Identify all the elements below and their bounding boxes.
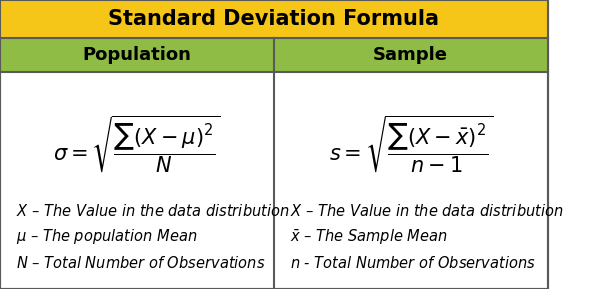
Text: $X$ – The Value in the data distribution: $X$ – The Value in the data distribution bbox=[16, 203, 290, 219]
FancyBboxPatch shape bbox=[0, 0, 548, 289]
Text: $\bar{x}$ – The Sample Mean: $\bar{x}$ – The Sample Mean bbox=[290, 227, 448, 247]
Text: Sample: Sample bbox=[373, 46, 448, 64]
Text: $N$ – Total Number of Observations: $N$ – Total Number of Observations bbox=[16, 255, 266, 271]
FancyBboxPatch shape bbox=[0, 38, 548, 72]
Text: $s = \sqrt{\dfrac{\sum(X-\bar{x})^2}{n-1}}$: $s = \sqrt{\dfrac{\sum(X-\bar{x})^2}{n-1… bbox=[329, 114, 493, 175]
Text: $X$ – The Value in the data distribution: $X$ – The Value in the data distribution bbox=[290, 203, 564, 219]
Text: $\mu$ – The population Mean: $\mu$ – The population Mean bbox=[16, 227, 197, 247]
Text: $n$ - Total Number of Observations: $n$ - Total Number of Observations bbox=[290, 255, 536, 271]
FancyBboxPatch shape bbox=[0, 0, 548, 38]
Text: Standard Deviation Formula: Standard Deviation Formula bbox=[108, 9, 439, 29]
Text: Population: Population bbox=[82, 46, 191, 64]
Text: $\sigma = \sqrt{\dfrac{\sum(X-\mu)^2}{N}}$: $\sigma = \sqrt{\dfrac{\sum(X-\mu)^2}{N}… bbox=[53, 114, 221, 175]
